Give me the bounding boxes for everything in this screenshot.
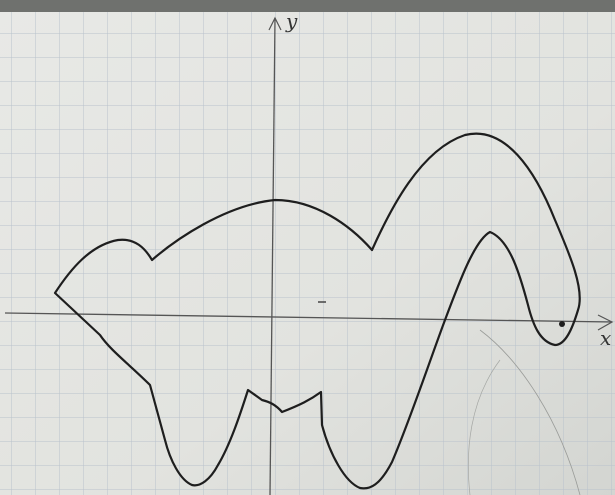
dot [559, 321, 565, 327]
faint-stroke [479, 329, 581, 495]
y-arrow [268, 16, 282, 31]
x-label: x [600, 326, 611, 350]
drawn-shape [53, 132, 581, 490]
faint-stroke [467, 359, 501, 495]
x-arrow [597, 314, 614, 331]
y-axis [269, 17, 276, 495]
top-edge [0, 0, 615, 12]
y-label: y [285, 9, 298, 33]
x-axis [4, 312, 613, 323]
